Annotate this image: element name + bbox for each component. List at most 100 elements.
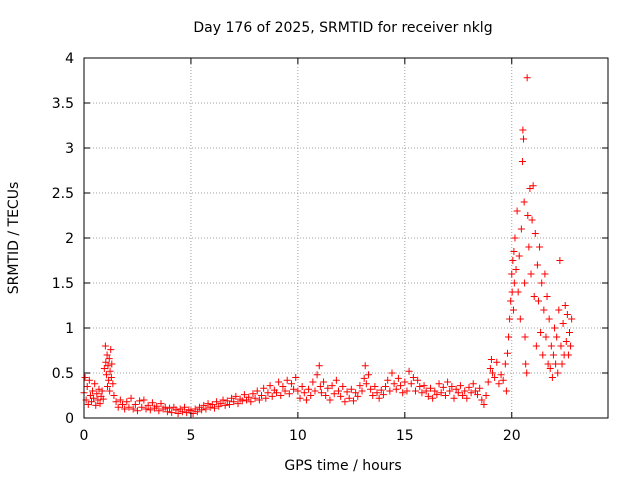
y-tick-label: 0.5 xyxy=(52,366,74,382)
data-point xyxy=(255,396,263,404)
data-point xyxy=(102,371,110,379)
data-point xyxy=(290,385,298,393)
y-tick-label: 3.5 xyxy=(52,96,74,112)
data-point xyxy=(232,392,240,400)
data-point xyxy=(144,401,152,409)
data-point xyxy=(405,367,413,375)
data-point xyxy=(107,374,115,381)
data-point xyxy=(537,329,545,336)
data-point xyxy=(394,374,402,382)
data-point xyxy=(566,329,574,336)
data-point xyxy=(251,394,259,402)
chart-title: Day 176 of 2025, SRMTID for receiver nkl… xyxy=(193,20,492,36)
data-point xyxy=(377,386,385,394)
data-point xyxy=(456,382,464,390)
data-point xyxy=(98,387,106,395)
data-point xyxy=(281,387,289,395)
data-point xyxy=(508,270,516,278)
data-point xyxy=(520,198,528,206)
data-point xyxy=(510,279,518,287)
data-point xyxy=(264,389,272,397)
data-point xyxy=(521,279,529,287)
data-point xyxy=(539,351,547,359)
data-point xyxy=(523,369,531,377)
data-point xyxy=(285,390,293,398)
data-point xyxy=(531,230,539,237)
y-tick-labels: 0 0.5 1 1.5 2 2.5 3 3.5 4 xyxy=(52,51,74,427)
data-point xyxy=(543,293,551,300)
data-point xyxy=(99,395,107,403)
data-point xyxy=(240,391,248,399)
data-point xyxy=(412,387,420,395)
data-point xyxy=(536,243,544,251)
data-point xyxy=(300,389,308,397)
data-point xyxy=(208,401,216,408)
data-point xyxy=(501,360,509,368)
data-point xyxy=(302,396,310,404)
data-point xyxy=(112,398,120,406)
data-point xyxy=(502,387,510,395)
data-point xyxy=(104,362,112,370)
x-tick-label: 0 xyxy=(80,428,89,444)
data-point xyxy=(431,387,439,395)
data-point xyxy=(320,378,328,386)
data-point xyxy=(140,396,148,404)
data-point xyxy=(373,389,381,397)
data-point xyxy=(136,397,144,405)
data-point xyxy=(322,392,330,399)
data-point xyxy=(352,389,360,397)
data-point xyxy=(559,320,567,327)
data-point xyxy=(114,403,122,411)
data-point xyxy=(109,380,117,388)
data-point xyxy=(311,387,319,395)
data-point xyxy=(339,383,347,390)
y-tick-label: 1.5 xyxy=(52,276,74,292)
data-point xyxy=(81,374,89,381)
data-point xyxy=(349,397,357,405)
data-point xyxy=(545,315,553,323)
data-point xyxy=(563,311,571,318)
data-point xyxy=(533,261,541,269)
data-point xyxy=(379,391,387,399)
data-point xyxy=(392,385,400,393)
data-point xyxy=(439,383,447,391)
data-point xyxy=(168,409,176,417)
data-point xyxy=(484,378,492,386)
data-point xyxy=(221,401,229,409)
data-point xyxy=(561,302,569,309)
data-point xyxy=(337,392,345,400)
data-point xyxy=(390,380,398,388)
data-point xyxy=(362,380,370,388)
data-point xyxy=(287,380,295,388)
data-point xyxy=(558,360,566,368)
data-point xyxy=(532,342,540,350)
data-point xyxy=(555,306,563,314)
data-point xyxy=(518,158,526,165)
data-point xyxy=(157,400,165,408)
data-point xyxy=(279,383,287,390)
data-point xyxy=(253,387,261,395)
data-point xyxy=(258,392,266,399)
data-point xyxy=(553,333,561,341)
data-point xyxy=(268,392,276,400)
data-point xyxy=(324,384,332,392)
data-point xyxy=(313,371,321,379)
data-point xyxy=(519,126,527,134)
data-point xyxy=(382,383,390,390)
data-point xyxy=(245,393,253,401)
data-point xyxy=(388,369,396,377)
data-point xyxy=(556,257,564,264)
data-point xyxy=(367,385,375,393)
data-point xyxy=(454,389,462,397)
data-point xyxy=(345,394,353,402)
x-tick-label: 10 xyxy=(289,428,307,444)
data-point xyxy=(93,390,101,398)
data-point xyxy=(316,383,324,390)
data-point xyxy=(228,394,236,402)
data-point xyxy=(546,365,554,372)
y-tick-label: 1 xyxy=(65,321,74,337)
data-point xyxy=(517,225,525,233)
data-point xyxy=(530,293,538,300)
data-point xyxy=(106,367,114,375)
data-point xyxy=(102,358,110,366)
